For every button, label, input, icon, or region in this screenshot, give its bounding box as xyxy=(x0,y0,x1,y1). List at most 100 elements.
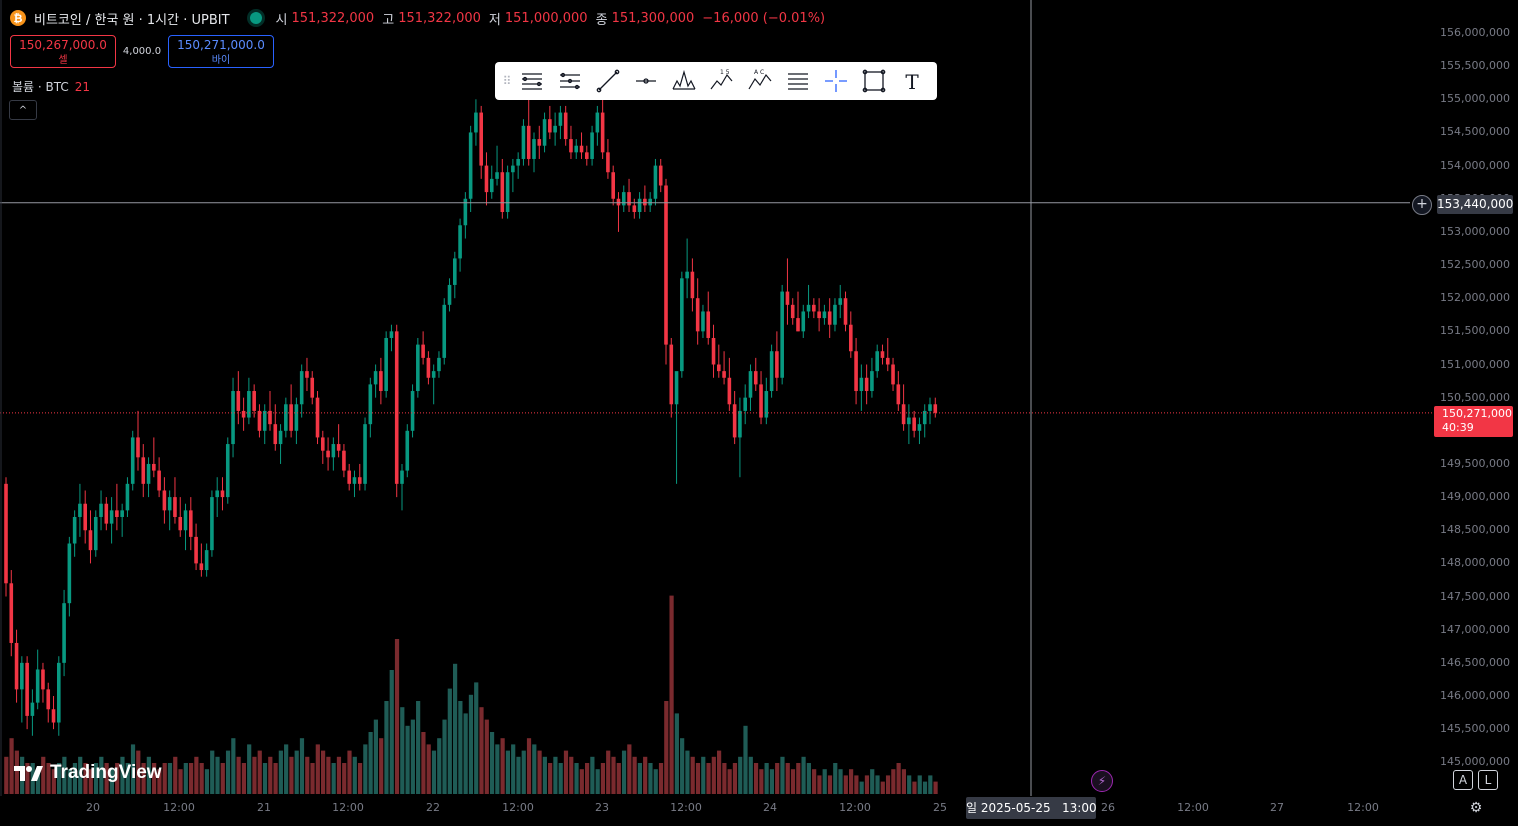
volume-bar xyxy=(595,769,600,794)
candle-body xyxy=(220,490,225,498)
volume-bar xyxy=(14,750,19,794)
volume-bar xyxy=(590,756,595,794)
text-icon[interactable]: T xyxy=(893,66,931,96)
buy-button[interactable]: 150,271,000.0 바이 xyxy=(168,35,274,68)
symbol-title[interactable]: 비트코인 / 한국 원 · 1시간 · UPBIT xyxy=(34,12,230,28)
lightning-icon[interactable]: ⚡ xyxy=(1091,770,1113,792)
candle-body xyxy=(453,258,457,285)
elliott-wave-label: 1 5 xyxy=(720,69,730,76)
volume-bar xyxy=(854,775,859,794)
volume-bar xyxy=(775,763,780,794)
candle-body xyxy=(146,463,151,484)
volume-bar xyxy=(616,763,621,794)
horizontal-lines-icon[interactable] xyxy=(779,66,817,96)
volume-bar xyxy=(236,756,241,794)
candle-body xyxy=(727,377,732,405)
volume-bar xyxy=(104,763,109,794)
volume-bar xyxy=(204,769,210,794)
candle-body xyxy=(484,165,489,193)
price-tick-label: 154,500,000 xyxy=(1440,125,1510,139)
market-status-icon[interactable] xyxy=(249,12,262,24)
volume-bar xyxy=(658,763,664,794)
candle-body xyxy=(30,702,35,716)
fib-retracement-icon[interactable] xyxy=(551,66,589,96)
crosshair-icon[interactable] xyxy=(817,66,855,96)
candle-body xyxy=(516,158,520,166)
candle-body xyxy=(579,145,584,153)
candle-body xyxy=(299,371,304,405)
volume-bar xyxy=(495,744,500,794)
add-alert-icon[interactable]: + xyxy=(1412,195,1432,215)
candle-body xyxy=(912,417,916,431)
last-price-value: 150,271,000 xyxy=(1442,407,1512,420)
volume-bar xyxy=(827,775,833,794)
candle-body xyxy=(838,298,843,305)
volume-bar xyxy=(643,756,648,794)
candle-body xyxy=(917,424,922,431)
abcd-pattern-label: A C xyxy=(754,69,764,76)
volume-bar xyxy=(453,663,458,794)
candle-body xyxy=(933,404,938,413)
candle-body xyxy=(35,669,40,703)
buy-price: 150,271,000.0 xyxy=(177,38,265,52)
time-tick-label: 23 xyxy=(595,801,609,814)
candle-body xyxy=(321,437,325,451)
volume-bar xyxy=(548,763,553,794)
volume-bar xyxy=(352,756,357,794)
time-tick-label: 21 xyxy=(257,801,271,814)
candle-body xyxy=(690,271,695,299)
candle-body xyxy=(611,172,615,199)
volume-bar xyxy=(875,775,880,794)
volume-bar xyxy=(474,682,479,794)
candle-body xyxy=(109,510,114,524)
symbol-legend: ₿ 비트코인 / 한국 원 · 1시간 · UPBIT 시 151,322,000… xyxy=(10,8,829,28)
volume-bar xyxy=(600,763,606,794)
candle-body xyxy=(701,311,705,332)
bar-countdown: 40:39 xyxy=(1442,421,1474,434)
price-tick-label: 146,000,000 xyxy=(1440,689,1510,702)
volume-bar xyxy=(526,738,532,794)
candle-body xyxy=(827,311,832,325)
candle-body xyxy=(880,351,885,358)
candle-body xyxy=(511,165,515,173)
volume-bar xyxy=(722,763,727,794)
volume-bar xyxy=(901,769,906,794)
collapse-legend-button[interactable]: ^ xyxy=(9,100,37,120)
tradingview-logo[interactable]: TradingView xyxy=(14,762,162,784)
price-tick-label: 147,000,000 xyxy=(1440,622,1510,636)
candle-body xyxy=(405,430,410,471)
candle-body xyxy=(500,172,505,213)
drag-handle-icon[interactable]: ⠿ xyxy=(502,74,512,88)
candle-body xyxy=(437,357,441,372)
elliott-wave-icon[interactable]: 1 5 xyxy=(703,66,741,96)
candle-body xyxy=(178,516,183,531)
candle-body xyxy=(548,119,552,133)
candle-body xyxy=(20,662,24,690)
volume-bar xyxy=(484,719,489,794)
head-shoulders-icon[interactable] xyxy=(665,66,703,96)
horizontal-ray-icon[interactable] xyxy=(627,66,665,96)
sell-button[interactable]: 150,267,000.0 셀 xyxy=(10,35,116,68)
trend-line-icon[interactable] xyxy=(589,66,627,96)
volume-legend[interactable]: 볼륨 · BTC 21 xyxy=(12,78,90,95)
rectangle-icon[interactable] xyxy=(855,66,893,96)
candle-body xyxy=(273,424,278,445)
candle-body xyxy=(637,198,642,213)
candle-body xyxy=(183,510,188,531)
log-scale-button[interactable]: L xyxy=(1478,770,1498,790)
time-tick-label: 12:00 xyxy=(670,801,702,814)
volume-bar xyxy=(796,763,801,794)
auto-scale-button[interactable]: A xyxy=(1453,770,1473,790)
crosshair-price-label: 153,440,000 xyxy=(1437,195,1513,214)
abcd-pattern-icon[interactable]: A C xyxy=(741,66,779,96)
price-tick-label: 151,000,000 xyxy=(1440,357,1510,371)
volume-bar xyxy=(416,701,421,794)
volume-bar xyxy=(410,719,415,794)
candle-body xyxy=(394,331,399,484)
volume-bar xyxy=(57,763,62,794)
settings-gear-icon[interactable]: ⚙ xyxy=(1469,800,1483,816)
price-tick-label: 153,000,000 xyxy=(1440,224,1510,238)
trend-channel-icon[interactable] xyxy=(513,66,551,96)
